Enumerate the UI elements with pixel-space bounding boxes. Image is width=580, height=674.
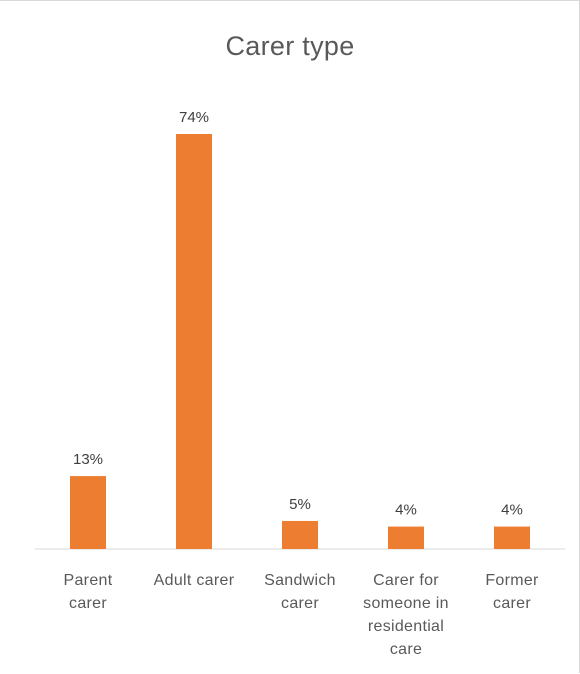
- category-label-line: residential: [368, 618, 444, 635]
- category-label-line: someone in: [363, 595, 449, 612]
- category-label: Parent carer: [64, 572, 113, 612]
- bar: [282, 520, 318, 549]
- bar: [494, 526, 530, 549]
- category-label-line: Carer for: [373, 572, 439, 589]
- category-label: Carer for someone in residential care: [363, 572, 449, 658]
- data-label: 74%: [179, 109, 209, 126]
- category-label: Adult carer: [154, 572, 235, 589]
- data-label: 4%: [395, 502, 417, 519]
- category-label-line: care: [390, 641, 422, 658]
- data-label: 13%: [73, 451, 103, 468]
- category-label-line: Parent: [64, 572, 113, 589]
- category-label-line: Sandwich: [264, 572, 336, 589]
- category-label-line: carer: [281, 595, 319, 612]
- category-label-line: Former: [485, 572, 539, 589]
- bar: [388, 526, 424, 549]
- category-label-line: Adult carer: [154, 572, 235, 589]
- category-label: Sandwich carer: [264, 572, 336, 612]
- data-label: 5%: [289, 496, 311, 513]
- bar: [70, 476, 106, 549]
- bar: [176, 134, 212, 549]
- data-label: 4%: [501, 502, 523, 519]
- category-label: Former carer: [485, 572, 539, 612]
- category-label-line: carer: [493, 595, 531, 612]
- category-label-line: carer: [69, 595, 107, 612]
- chart-title: Carer type: [225, 31, 355, 61]
